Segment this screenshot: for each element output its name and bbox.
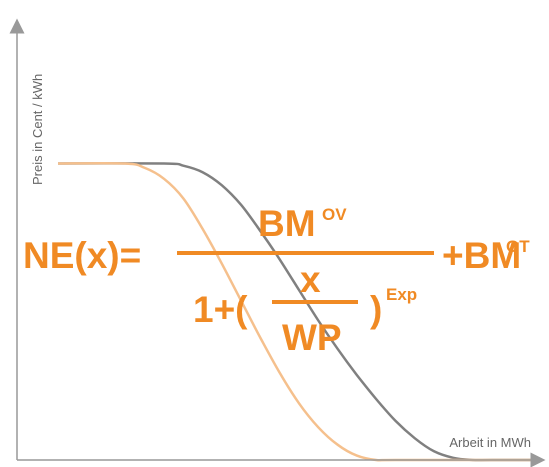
formula-denominator-prefix: 1+( <box>193 289 248 330</box>
series-line-1 <box>57 162 540 462</box>
formula-plus-term: +BM <box>442 235 521 276</box>
formula-numerator: BM <box>258 203 316 244</box>
formula-numerator-sup: OV <box>322 205 347 224</box>
formula-plus-sup: OT <box>506 237 530 256</box>
formula-denominator-suffix: ) <box>370 289 382 330</box>
formula-inner-denominator: WP <box>282 317 342 358</box>
y-axis-title: Preis in Cent / kWh <box>30 74 45 185</box>
formula: NE(x)= BM OV +BM OT 1+( x WP ) Exp <box>23 203 530 358</box>
formula-inner-numerator: x <box>300 259 321 300</box>
formula-lhs: NE(x)= <box>23 235 141 276</box>
x-axis-title: Arbeit in MWh <box>449 435 531 450</box>
formula-exponent: Exp <box>386 285 417 304</box>
